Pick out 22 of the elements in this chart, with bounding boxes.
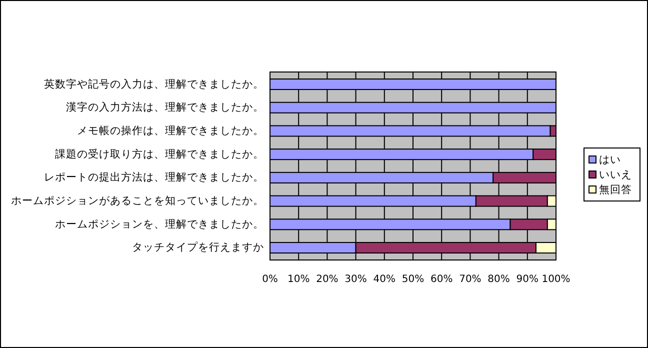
y-tick-label: 課題の受け取り方は、理解できましたか。 xyxy=(55,147,264,160)
y-tick-label: 英数字や記号の入力は、理解できましたか。 xyxy=(44,77,264,90)
x-tick-label: 20% xyxy=(316,274,338,285)
y-tick-label: タッチタイプを行えますか xyxy=(132,240,264,254)
x-tick-label: 70% xyxy=(459,274,482,285)
x-tick-label: 30% xyxy=(344,274,367,285)
x-tick-label: 80% xyxy=(488,274,510,285)
x-tick-label: 90% xyxy=(516,274,539,285)
x-tick-label: 10% xyxy=(287,274,310,285)
legend-label: いいえ xyxy=(599,169,632,181)
x-tick-label: 0% xyxy=(262,274,278,285)
x-tick-label: 40% xyxy=(373,274,396,285)
legend-label: はい xyxy=(599,154,621,166)
y-tick-label: ホームポジションを、理解できましたか。 xyxy=(55,218,264,230)
y-tick-label: ホームポジションがあることを知っていましたか。 xyxy=(11,195,264,208)
y-tick-label: レポートの提出方法は、理解できましたか。 xyxy=(44,170,264,184)
x-tick-label: 60% xyxy=(430,274,453,285)
y-tick-label: 漢字の入力方法は、理解できましたか。 xyxy=(66,100,264,114)
x-tick-label: 50% xyxy=(402,274,424,285)
x-tick-label: 100% xyxy=(542,274,570,285)
y-tick-label: メモ帳の操作は、理解できましたか。 xyxy=(77,124,264,137)
legend-label: 無回答 xyxy=(599,184,632,196)
